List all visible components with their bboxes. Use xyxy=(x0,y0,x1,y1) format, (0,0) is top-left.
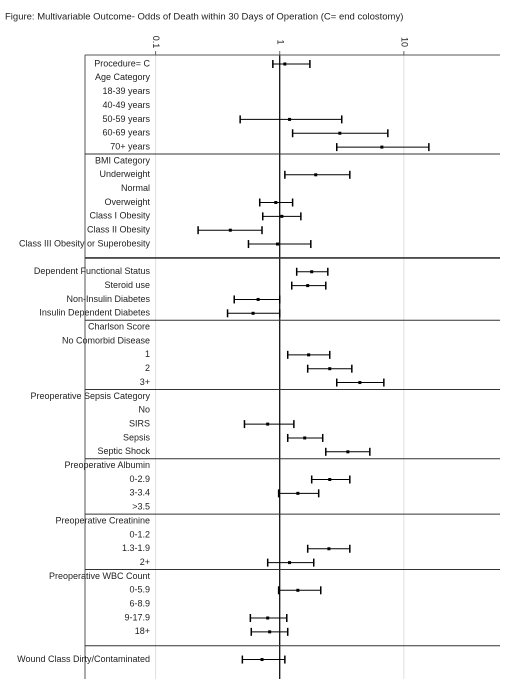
point-estimate xyxy=(358,381,362,385)
point-estimate xyxy=(260,658,264,662)
row-label: 2+ xyxy=(140,557,150,567)
row-label: 6-8.9 xyxy=(129,599,150,609)
row-label: 60-69 years xyxy=(102,128,150,138)
row-label: 18-39 years xyxy=(102,86,150,96)
point-estimate xyxy=(380,145,384,149)
point-estimate xyxy=(338,131,342,135)
x-tick-label: 10 xyxy=(399,37,409,47)
point-estimate xyxy=(307,353,311,357)
point-estimate xyxy=(276,242,280,246)
row-label: Septic Shock xyxy=(97,446,150,456)
point-estimate xyxy=(283,62,287,66)
row-label: BMI Category xyxy=(95,155,151,165)
row-label: Preoperative Creatinine xyxy=(55,515,150,525)
row-label: Dependent Functional Status xyxy=(34,266,151,276)
point-estimate xyxy=(306,284,310,288)
row-label: 0-2.9 xyxy=(129,474,150,484)
row-label: 2 xyxy=(145,363,150,373)
row-label: 18+ xyxy=(135,626,150,636)
row-label: Normal xyxy=(121,183,150,193)
point-estimate xyxy=(310,270,314,274)
row-label: 9-17.9 xyxy=(124,612,150,622)
row-label: Class I Obesity xyxy=(89,211,150,221)
row-label: No Comorbid Disease xyxy=(62,335,150,345)
row-label: Steroid use xyxy=(104,280,150,290)
point-estimate xyxy=(346,450,350,454)
row-label: Charlson Score xyxy=(88,322,150,332)
point-estimate xyxy=(303,436,307,440)
point-estimate xyxy=(288,561,292,565)
point-estimate xyxy=(280,214,284,218)
point-estimate xyxy=(327,547,331,551)
row-label: 70+ years xyxy=(110,141,150,151)
row-label: Class II Obesity xyxy=(87,225,151,235)
point-estimate xyxy=(266,616,270,620)
row-label: 50-59 years xyxy=(102,114,150,124)
row-label: Procedure= C xyxy=(94,58,150,68)
row-label: 1.3-1.9 xyxy=(122,543,150,553)
row-label: Class III Obesity or Superobesity xyxy=(19,238,151,248)
point-estimate xyxy=(274,201,278,204)
point-estimate xyxy=(328,367,332,371)
row-label: Preoperative WBC Count xyxy=(49,571,151,581)
row-label: Preoperative Sepsis Category xyxy=(30,391,150,401)
point-estimate xyxy=(288,117,292,121)
point-estimate xyxy=(296,491,300,495)
row-label: >3.5 xyxy=(132,502,150,512)
point-estimate xyxy=(266,422,270,426)
row-label: No xyxy=(138,405,150,415)
point-estimate xyxy=(296,588,300,592)
row-label: Sepsis xyxy=(123,432,151,442)
point-estimate xyxy=(251,311,255,315)
row-label: Overweight xyxy=(104,197,150,207)
row-label: Age Category xyxy=(95,72,151,82)
row-label: Wound Class Dirty/Contaminated xyxy=(17,654,150,664)
row-label: SIRS xyxy=(129,418,150,428)
point-estimate xyxy=(268,630,272,634)
row-label: Non-Insulin Diabetes xyxy=(66,294,150,304)
x-tick-label: 1 xyxy=(275,39,285,44)
point-estimate xyxy=(256,297,260,301)
point-estimate xyxy=(328,478,332,481)
row-label: 1 xyxy=(145,349,150,359)
row-label: 3-3.4 xyxy=(129,488,150,498)
chart-title: Figure: Multivariable Outcome- Odds of D… xyxy=(5,12,403,23)
row-label: 0-1.2 xyxy=(129,529,150,539)
row-label: 40-49 years xyxy=(102,100,150,110)
row-label: 0-5.9 xyxy=(129,585,150,595)
point-estimate xyxy=(314,173,318,177)
x-tick-label: 0.1 xyxy=(151,36,161,49)
point-estimate xyxy=(228,228,232,232)
row-label: Insulin Dependent Diabetes xyxy=(39,308,150,318)
row-label: 3+ xyxy=(140,377,150,387)
row-label: Underweight xyxy=(99,169,150,179)
row-label: Preoperative Albumin xyxy=(64,460,150,470)
